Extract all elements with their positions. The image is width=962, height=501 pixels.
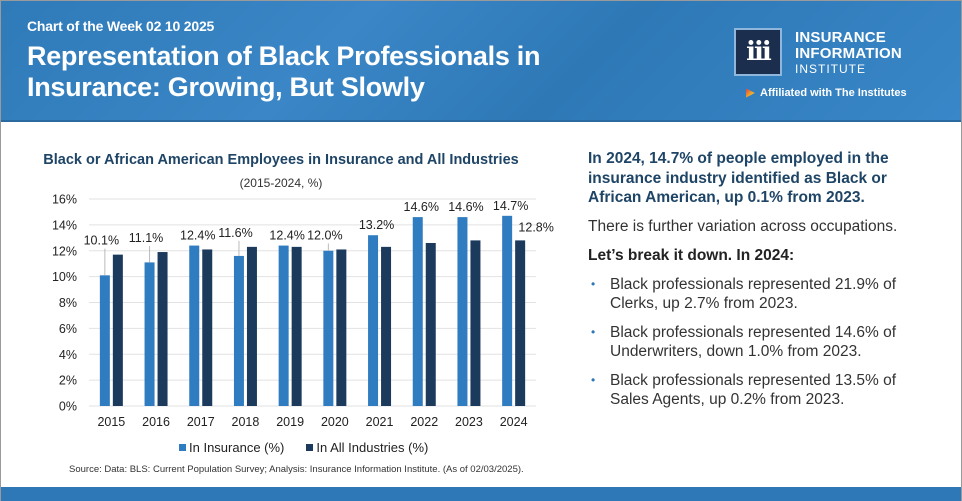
y-tick-label: 2%: [59, 374, 77, 388]
commentary-lead: Let’s break it down. In 2024:: [588, 246, 795, 264]
y-tick-label: 14%: [52, 218, 77, 232]
bar-insurance: [457, 217, 468, 406]
bar-all-industries: [470, 240, 481, 406]
bullet-icon: •: [591, 372, 596, 387]
y-tick-label: 10%: [52, 270, 77, 284]
data-label-insurance: 12.4%: [180, 229, 215, 243]
affiliation: Affiliated with The Institutes: [746, 87, 907, 99]
chart-subtitle: (2015-2024, %): [239, 176, 323, 190]
bar-insurance: [502, 215, 513, 406]
bullet-icon: •: [591, 324, 596, 339]
y-tick-label: 16%: [52, 193, 77, 207]
legend-item-all-industries: In All Industries (%): [306, 440, 428, 455]
bar-insurance: [323, 250, 334, 406]
source-note: Source: Data: BLS: Current Population Su…: [69, 464, 524, 475]
affiliation-text: Affiliated with The Institutes: [760, 87, 907, 99]
chart-title: Black or African American Employees in I…: [43, 152, 519, 168]
bar-insurance: [189, 245, 200, 406]
iii-logo-icon: iii: [734, 28, 782, 76]
page-title: Representation of Black Professionals in…: [27, 41, 541, 102]
footer-bar: [1, 487, 961, 501]
brand-line-3: INSTITUTE: [795, 62, 866, 76]
data-label-insurance: 14.6%: [404, 200, 439, 214]
bullet-list: • Black professionals represented 21.9% o…: [588, 275, 928, 409]
legend-label-all-industries: In All Industries (%): [316, 440, 429, 455]
bar-all-industries: [381, 246, 392, 406]
x-tick-label: 2019: [276, 415, 304, 429]
x-tick-label: 2023: [455, 415, 483, 429]
bar-all-industries: [515, 240, 526, 406]
institutes-arrow-icon: [746, 88, 755, 98]
legend-label-insurance: In Insurance (%): [189, 440, 285, 455]
x-tick-label: 2021: [366, 415, 394, 429]
y-tick-label: 8%: [59, 296, 77, 310]
y-tick-label: 12%: [52, 244, 77, 258]
data-label-insurance: 11.1%: [129, 231, 164, 245]
bar-insurance: [278, 245, 289, 406]
bullet-text: Black professionals represented 13.5% of…: [610, 371, 897, 408]
brand-line-2: INFORMATION: [795, 45, 902, 62]
logo-glyph: iii: [746, 37, 772, 67]
commentary-paragraph: There is further variation across occupa…: [588, 217, 898, 235]
commentary-headline: In 2024, 14.7% of people employed in the…: [588, 150, 889, 206]
bar-all-industries: [425, 242, 436, 406]
bar-insurance: [144, 262, 155, 406]
bar-all-industries: [336, 249, 347, 406]
data-label-insurance: 14.7%: [493, 199, 528, 213]
data-label-insurance: 12.0%: [307, 228, 342, 242]
x-tick-label: 2022: [410, 415, 438, 429]
bar-all-industries: [202, 249, 213, 406]
bar-insurance: [233, 255, 244, 406]
bullet-text: Black professionals represented 21.9% of…: [610, 275, 897, 312]
legend-swatch-all-industries: [306, 444, 314, 451]
x-tick-label: 2024: [500, 415, 528, 429]
chart-legend: In Insurance (%) In All Industries (%): [179, 440, 428, 455]
x-tick-label: 2020: [321, 415, 349, 429]
bullet-icon: •: [591, 276, 596, 291]
x-tick-label: 2017: [187, 415, 215, 429]
data-label-insurance: 11.6%: [218, 226, 253, 240]
bar-all-industries: [246, 246, 257, 406]
data-label-insurance: 12.4%: [269, 229, 304, 243]
x-tick-label: 2016: [142, 415, 170, 429]
data-label-all-industries: 12.8%: [518, 220, 553, 234]
x-tick-label: 2015: [97, 415, 125, 429]
bullet-text: Black professionals represented 14.6% of…: [610, 323, 897, 360]
x-tick-label: 2018: [232, 415, 260, 429]
commentary-panel: In 2024, 14.7% of people employed in the…: [588, 149, 928, 419]
bar-chart: 0% 2% 4% 6% 8% 10% 12% 14% 16% 2015 10.1% 2016 11.1%…: [52, 193, 554, 430]
y-tick-label: 6%: [59, 322, 77, 336]
bar-all-industries: [291, 246, 302, 406]
bar-all-industries: [157, 252, 168, 406]
list-item: • Black professionals represented 21.9% o…: [588, 275, 928, 313]
data-label-insurance: 10.1%: [84, 234, 119, 248]
bar-all-industries: [112, 254, 123, 406]
data-label-insurance: 14.6%: [448, 200, 483, 214]
brand-line-1: INSURANCE: [795, 29, 886, 46]
y-tick-label: 0%: [59, 400, 77, 414]
brand-name: INSURANCE INFORMATION INSTITUTE: [795, 29, 902, 77]
y-tick-label: 4%: [59, 348, 77, 362]
list-item: • Black professionals represented 13.5% o…: [588, 371, 928, 409]
bar-insurance: [99, 275, 110, 406]
header-banner: Chart of the Week 02 10 2025 Representat…: [1, 1, 961, 122]
legend-swatch-insurance: [179, 444, 186, 451]
data-label-insurance: 13.2%: [359, 218, 394, 232]
list-item: • Black professionals represented 14.6% o…: [588, 323, 928, 361]
legend-item-insurance: In Insurance (%): [179, 440, 284, 455]
bar-insurance: [368, 235, 379, 406]
chart-of-week-label: Chart of the Week 02 10 2025: [27, 18, 215, 34]
bar-insurance: [412, 217, 423, 406]
